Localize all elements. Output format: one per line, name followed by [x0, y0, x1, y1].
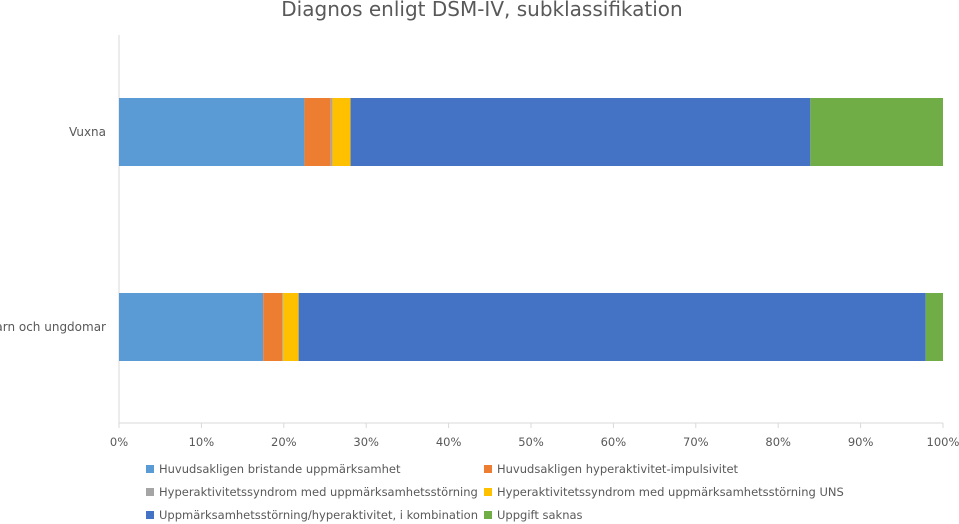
- legend-swatch: [146, 510, 154, 519]
- legend-swatch: [146, 487, 154, 496]
- bar-segment: [330, 98, 333, 166]
- legend-label: Hyperaktivitetssyndrom med uppmärksamhet…: [159, 484, 478, 499]
- x-tick-label: 0%: [110, 435, 128, 449]
- legend-item: Hyperaktivitetssyndrom med uppmärksamhet…: [146, 482, 484, 501]
- bar-segment: [298, 293, 926, 361]
- x-tick-label: 80%: [765, 435, 791, 449]
- x-tick-label: 10%: [189, 435, 215, 449]
- bar-segment: [119, 293, 264, 361]
- x-tick-label: 100%: [927, 435, 959, 449]
- legend: Huvudsakligen bristande uppmärksamhet Huv…: [146, 459, 866, 524]
- bar-segment: [925, 293, 943, 361]
- x-tick-label: 50%: [518, 435, 544, 449]
- legend-swatch: [146, 464, 154, 473]
- bar-segment: [282, 293, 283, 361]
- legend-swatch: [484, 464, 492, 473]
- x-tick-label: 30%: [353, 435, 379, 449]
- bar-segment: [350, 98, 811, 166]
- legend-label: Huvudsakligen hyperaktivitet-impulsivite…: [497, 461, 739, 476]
- legend-label: Uppmärksamhetsstörning/hyperaktivitet, i…: [159, 507, 478, 522]
- plot-area: 0% 10% 20% 30% 40% 50% 60% 70% 80% 90% 100% Vuxna Ba…: [0, 35, 959, 449]
- x-tick-label: 40%: [436, 435, 462, 449]
- legend-label: Huvudsakligen bristande uppmärksamhet: [159, 461, 401, 476]
- x-tick-label: 90%: [848, 435, 874, 449]
- bar-segment: [263, 293, 283, 361]
- chart-title: Diagnos enligt DSM-IV, subklassifikation: [281, 0, 682, 21]
- bar-segment: [332, 98, 351, 166]
- x-tick-label: 20%: [271, 435, 297, 449]
- legend-label: Uppgift saknas: [497, 507, 583, 522]
- bar-segment: [119, 98, 305, 166]
- bar-segment: [304, 98, 331, 166]
- legend-item: Uppmärksamhetsstörning/hyperaktivitet, i…: [146, 505, 484, 524]
- bar-segment: [282, 293, 299, 361]
- x-tick-label: 60%: [601, 435, 627, 449]
- legend-item: Huvudsakligen hyperaktivitet-impulsivite…: [484, 459, 844, 478]
- bar-segment: [810, 98, 943, 166]
- legend-item: Hyperaktivitetssyndrom med uppmärksamhet…: [484, 482, 844, 501]
- category-label: Vuxna: [69, 125, 106, 139]
- category-label: Barn och ungdomar: [0, 320, 106, 334]
- legend-label: Hyperaktivitetssyndrom med uppmärksamhet…: [497, 484, 844, 499]
- legend-item: Huvudsakligen bristande uppmärksamhet: [146, 459, 484, 478]
- legend-item: Uppgift saknas: [484, 505, 844, 524]
- x-tick-label: 70%: [683, 435, 709, 449]
- legend-swatch: [484, 487, 492, 496]
- legend-swatch: [484, 510, 492, 519]
